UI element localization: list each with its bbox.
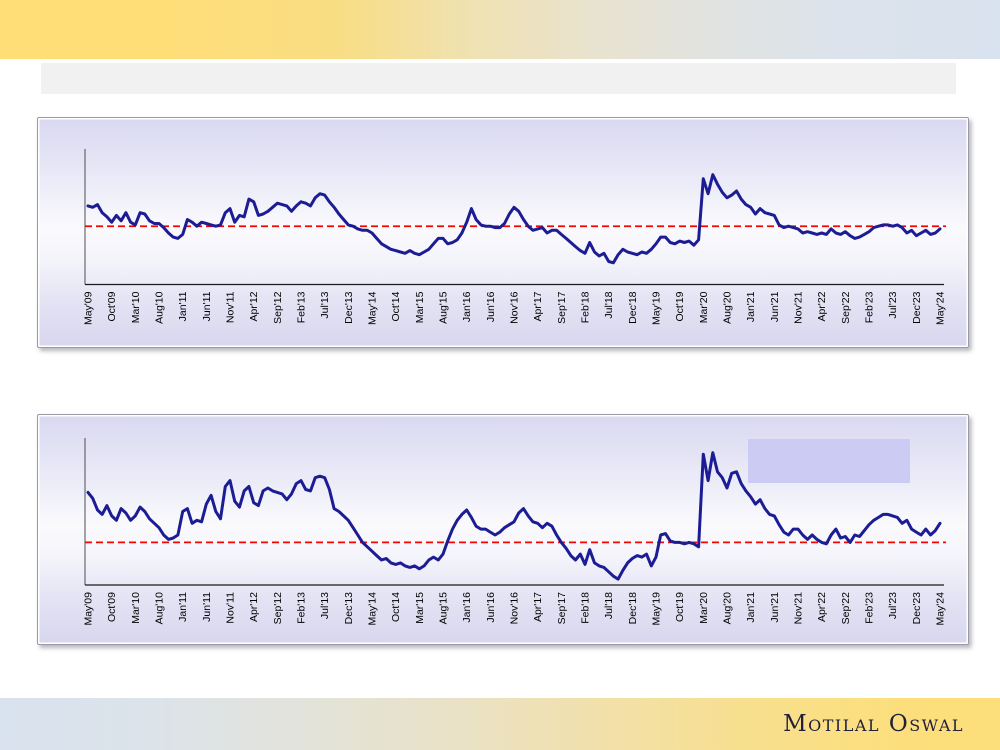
x-axis-label: Feb'13 <box>296 291 308 323</box>
x-axis-label: Aug'20 <box>722 291 734 324</box>
x-axis-label: May'24 <box>935 592 947 626</box>
chart-panel-bottom: May'09 Oct'09 Mar'10 Aug'10 Jan'11 Jun'11 Nov'… <box>37 414 969 645</box>
x-axis-label: Jun'21 <box>769 291 781 322</box>
x-axis-label: Oct'19 <box>674 291 686 321</box>
chart-panel-top: May'09 Oct'09 Mar'10 Aug'10 Jan'11 Jun'11 Nov'… <box>37 117 969 348</box>
x-axis-label: Jun'11 <box>201 291 213 321</box>
x-axis-label: May'09 <box>83 592 95 626</box>
x-axis-label: Mar'15 <box>414 592 426 624</box>
x-axis-label: Apr'17 <box>532 291 544 321</box>
x-axis-label: Sep'22 <box>840 592 852 625</box>
x-axis-label: May'14 <box>367 592 379 626</box>
x-axis-label: Jun'16 <box>485 592 497 623</box>
x-axis-label: Aug'10 <box>154 592 166 625</box>
x-axis-label: Nov'11 <box>225 291 237 323</box>
x-axis-label: Sep'12 <box>272 592 284 625</box>
x-axis-label: Sep'17 <box>556 592 568 625</box>
x-axis-label: Dec'23 <box>911 291 923 324</box>
title-placeholder-bar <box>41 63 956 94</box>
line-chart-bottom: May'09 Oct'09 Mar'10 Aug'10 Jan'11 Jun'11 Nov'… <box>83 438 947 626</box>
highlight-placeholder-box <box>748 439 910 483</box>
x-axis-label: Apr'12 <box>248 592 260 622</box>
x-axis-label: Jul'18 <box>603 291 615 318</box>
x-axis-label: Nov'16 <box>509 291 521 324</box>
x-axis-label: Jan'16 <box>461 291 473 322</box>
x-axis-label: Oct'09 <box>106 291 118 321</box>
x-axis-label: Feb'18 <box>580 592 592 624</box>
x-axis-label: Jan'21 <box>745 592 757 623</box>
x-axis-label: Oct'14 <box>390 592 402 622</box>
x-axis-label: Nov'21 <box>793 291 805 324</box>
x-axis-label: Jun'21 <box>769 592 781 623</box>
x-axis-label: Jan'21 <box>745 291 757 322</box>
x-axis-label: May'24 <box>935 291 947 325</box>
x-axis-label: Apr'22 <box>816 291 828 321</box>
x-axis-label: Oct'19 <box>674 592 686 622</box>
x-axis-label: Apr'12 <box>248 291 260 321</box>
series-line <box>86 451 942 581</box>
line-chart-top: May'09 Oct'09 Mar'10 Aug'10 Jan'11 Jun'11 Nov'… <box>83 149 947 325</box>
footer-gradient-banner: Motilal Oswal <box>0 698 1000 750</box>
x-axis-label: Feb'13 <box>296 592 308 624</box>
x-axis-label: Mar'10 <box>130 592 142 624</box>
x-axis-label: Dec'18 <box>627 592 639 625</box>
x-axis-label: Mar'15 <box>414 291 426 323</box>
x-axis-label: Dec'23 <box>911 592 923 625</box>
x-axis-label: Aug'15 <box>438 592 450 625</box>
x-axis-label: May'14 <box>367 291 379 325</box>
x-axis-label: Jul'13 <box>319 592 331 619</box>
x-axis-label: Aug'20 <box>722 592 734 625</box>
x-axis-label: Aug'10 <box>154 291 166 324</box>
x-axis-label: Sep'12 <box>272 291 284 324</box>
x-axis-label: Nov'16 <box>509 592 521 625</box>
x-axis-label: Mar'20 <box>698 291 710 323</box>
x-axis-label: Nov'21 <box>793 592 805 625</box>
series-line <box>86 173 942 265</box>
x-axis-label: Sep'17 <box>556 291 568 324</box>
x-axis-label: Jan'16 <box>461 592 473 623</box>
brand-logo: Motilal Oswal <box>783 711 964 737</box>
x-axis-label: Oct'14 <box>390 291 402 321</box>
x-axis-label: Dec'13 <box>343 592 355 625</box>
x-axis-label: Apr'22 <box>816 592 828 622</box>
x-axis-label: Jul'23 <box>887 592 899 619</box>
x-axis-label: Jun'11 <box>201 592 213 622</box>
x-axis-label: Aug'15 <box>438 291 450 324</box>
x-axis-label: Feb'23 <box>864 291 876 323</box>
x-axis-label: Jan'11 <box>177 291 189 321</box>
x-axis-label: Jul'18 <box>603 592 615 619</box>
x-axis-label: May'19 <box>651 291 663 325</box>
x-axis-label: Oct'09 <box>106 592 118 622</box>
x-axis-label: Dec'13 <box>343 291 355 324</box>
x-axis-label: Feb'18 <box>580 291 592 323</box>
x-axis-label: Dec'18 <box>627 291 639 324</box>
x-axis-label: Mar'20 <box>698 592 710 624</box>
x-axis-label: May'19 <box>651 592 663 626</box>
x-axis-label: Jul'23 <box>887 291 899 318</box>
top-gradient-banner <box>0 0 1000 59</box>
x-axis-label: Feb'23 <box>864 592 876 624</box>
x-axis-label: Sep'22 <box>840 291 852 324</box>
x-axis-label: Apr'17 <box>532 592 544 622</box>
x-axis-label: May'09 <box>83 291 95 325</box>
x-axis-label: Nov'11 <box>225 592 237 624</box>
x-axis-label: Jun'16 <box>485 291 497 322</box>
x-axis-label: Mar'10 <box>130 291 142 323</box>
x-axis-label: Jul'13 <box>319 291 331 318</box>
x-axis-label: Jan'11 <box>177 592 189 622</box>
